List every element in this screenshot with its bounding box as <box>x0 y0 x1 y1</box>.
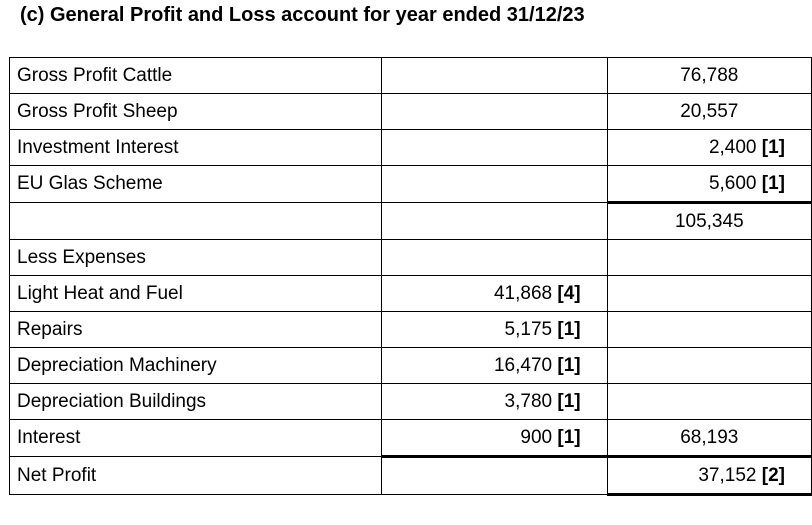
row-label: Repairs <box>9 311 382 348</box>
expense-amount-cell: 5,175 [1] <box>380 311 608 348</box>
expense-amount: 5,175 <box>504 318 553 340</box>
expense-amount-cell <box>380 455 608 495</box>
row-label <box>9 202 382 240</box>
row-label: Light Heat and Fuel <box>9 275 382 312</box>
income-amount: 5,600 <box>708 172 757 194</box>
marks-annotation: [2] <box>761 464 785 486</box>
income-amount-cell <box>606 275 812 312</box>
row-label: Investment Interest <box>9 129 382 166</box>
table-row: EU Glas Scheme 5,600 [1] <box>9 165 812 203</box>
expense-amount-cell <box>380 57 608 94</box>
table-row: Gross Profit Cattle 76,788 <box>9 57 812 94</box>
income-amount-cell: 20,557 <box>606 93 812 130</box>
table-row: Repairs 5,175 [1] <box>9 311 812 348</box>
row-label: Gross Profit Cattle <box>9 57 382 94</box>
expense-amount-cell: 41,868 [4] <box>380 275 608 312</box>
income-amount-cell <box>606 347 812 384</box>
marks-annotation: [1] <box>557 354 581 376</box>
row-label: Depreciation Machinery <box>9 347 382 384</box>
marks-annotation: [4] <box>557 282 581 304</box>
total-expenses: 68,193 <box>680 426 739 448</box>
expense-amount-cell <box>380 129 608 166</box>
section-heading: Less Expenses <box>9 239 382 276</box>
row-label: Net Profit <box>9 456 382 495</box>
income-amount: 76,788 <box>680 64 739 86</box>
income-amount-cell: 5,600 [1] <box>606 165 812 203</box>
expense-amount-cell: 16,470 [1] <box>380 347 608 384</box>
table-row: Net Profit 37,152 [2] <box>9 455 812 496</box>
table-row: 105,345 <box>9 201 812 240</box>
marks-annotation: [1] <box>557 390 581 412</box>
expense-amount-cell: 3,780 [1] <box>380 383 608 420</box>
profit-loss-table: Gross Profit Cattle 76,788 Gross Profit … <box>9 57 812 496</box>
table-row: Depreciation Machinery 16,470 [1] <box>9 347 812 384</box>
net-profit-cell: 37,152 [2] <box>606 455 812 496</box>
table-row: Investment Interest 2,400 [1] <box>9 129 812 166</box>
row-label: Gross Profit Sheep <box>9 93 382 130</box>
expense-amount-cell <box>380 239 608 276</box>
row-label: Depreciation Buildings <box>9 383 382 420</box>
expense-amount: 3,780 <box>504 390 553 412</box>
table-row: Light Heat and Fuel 41,868 [4] <box>9 275 812 312</box>
expense-amount-cell <box>380 202 608 240</box>
marks-annotation: [1] <box>761 136 785 158</box>
expense-amount: 16,470 <box>493 354 553 376</box>
income-amount: 2,400 <box>708 136 757 158</box>
expense-amount: 41,868 <box>493 282 553 304</box>
income-amount-cell <box>606 239 812 276</box>
total-income: 105,345 <box>674 210 744 232</box>
row-label: EU Glas Scheme <box>9 165 382 203</box>
expense-amount-cell <box>380 93 608 130</box>
page-title: (c) General Profit and Loss account for … <box>20 4 585 26</box>
marks-annotation: [1] <box>557 426 581 448</box>
table-row: Gross Profit Sheep 20,557 <box>9 93 812 130</box>
income-amount: 20,557 <box>680 100 739 122</box>
income-amount-cell <box>606 383 812 420</box>
income-amount-cell: 2,400 [1] <box>606 129 812 166</box>
marks-annotation: [1] <box>761 172 785 194</box>
net-profit-amount: 37,152 <box>698 464 757 486</box>
income-amount-cell <box>606 311 812 348</box>
total-income-cell: 105,345 <box>606 201 812 240</box>
table-row: Interest 900 [1] 68,193 <box>9 419 812 457</box>
expense-amount: 900 <box>520 426 553 448</box>
row-label: Interest <box>9 419 382 457</box>
table-row: Depreciation Buildings 3,780 [1] <box>9 383 812 420</box>
table-row: Less Expenses <box>9 239 812 276</box>
income-amount-cell: 76,788 <box>606 57 812 94</box>
marks-annotation: [1] <box>557 318 581 340</box>
total-expenses-cell: 68,193 <box>606 419 812 457</box>
expense-amount-cell <box>380 165 608 203</box>
expense-amount-cell: 900 [1] <box>380 419 608 457</box>
